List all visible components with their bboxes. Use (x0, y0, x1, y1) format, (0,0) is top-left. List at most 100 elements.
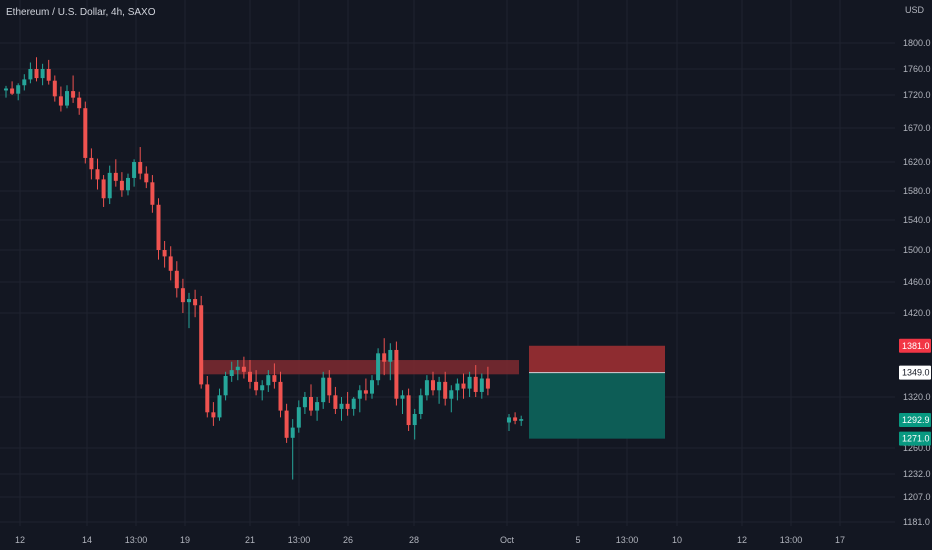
y-tick-label: 1500.0 (903, 245, 931, 255)
candle-body (4, 88, 8, 91)
candle (113, 159, 118, 187)
candle-body (248, 371, 252, 382)
candle (296, 400, 301, 433)
candle (382, 338, 387, 376)
x-tick-label: 10 (672, 535, 682, 545)
candle-body (113, 172, 118, 181)
candle (327, 370, 332, 403)
candle (254, 370, 259, 396)
candle (205, 376, 210, 418)
candle-body (22, 79, 27, 86)
price-axis[interactable]: USD 1800.0 1760.0 1720.0 1670.0 1620.0 1580.0 1… (903, 5, 931, 527)
candle (193, 289, 198, 318)
candle-body (290, 427, 295, 438)
candle-body (376, 353, 381, 381)
candle-body (431, 380, 435, 391)
candle (278, 371, 283, 418)
y-tick-label: 1232.0 (903, 469, 931, 479)
currency-label: USD (905, 5, 925, 15)
x-tick-label: 19 (180, 535, 190, 545)
candle-body (180, 288, 185, 303)
candle-body (339, 403, 344, 409)
candle-body (260, 385, 265, 391)
price-tag: 1349.0 (899, 365, 931, 380)
candle-body (95, 169, 100, 180)
candle-body (382, 353, 387, 362)
candle-body (467, 376, 472, 389)
price-tag-bg (899, 365, 931, 380)
candle (132, 159, 137, 187)
candle-body (437, 381, 442, 391)
candle-body (479, 378, 484, 392)
candle (302, 391, 307, 414)
candle-body (388, 349, 393, 362)
candle (10, 81, 15, 95)
candle (180, 278, 185, 313)
y-tick-label: 1181.0 (903, 517, 930, 527)
y-tick-label: 1580.0 (903, 186, 931, 196)
y-tick-label: 1260.0 (903, 443, 931, 453)
candle (229, 361, 234, 382)
stop-loss-zone[interactable] (529, 345, 665, 373)
candle-body (132, 162, 137, 178)
candle-body (40, 69, 45, 79)
candle-body (107, 172, 112, 199)
candle-body (400, 395, 405, 399)
take-profit-zone[interactable] (529, 372, 665, 439)
candle-body (357, 390, 362, 399)
price-tag-label: 1381.0 (902, 341, 930, 351)
y-tick-label: 1540.0 (903, 215, 931, 225)
candle (77, 91, 82, 115)
candle-body (315, 402, 320, 411)
x-tick-label: Oct (500, 535, 515, 545)
candle-body (461, 383, 466, 389)
candle (235, 360, 240, 381)
candle (168, 246, 173, 281)
y-tick-label: 1760.0 (903, 64, 931, 74)
candle (272, 363, 277, 389)
candle-body (217, 395, 222, 418)
candle (174, 261, 179, 298)
candle (65, 85, 69, 109)
candle (519, 415, 524, 426)
candle (34, 57, 39, 82)
time-axis[interactable]: 12 14 13:00 19 21 13:00 26 28 Oct 5 13:00 10 12 13:00… (15, 535, 845, 545)
position-tool[interactable] (529, 345, 665, 439)
candle-body (309, 397, 313, 411)
price-tags: 1381.0 1349.0 1292.9 1271.0 (899, 338, 931, 446)
candle-body (455, 383, 460, 391)
candle-body (65, 91, 69, 106)
x-tick-label: 13:00 (125, 535, 148, 545)
candle (424, 375, 429, 401)
candle-body (394, 349, 399, 399)
candle-body (241, 366, 246, 372)
x-tick-label: 5 (575, 535, 580, 545)
candle (58, 86, 63, 112)
candle (315, 397, 320, 421)
candle (199, 295, 204, 389)
candle (46, 59, 51, 85)
candle (266, 370, 271, 392)
candle-body (418, 395, 423, 414)
price-tag: 1381.0 (899, 338, 931, 353)
candle-body (16, 85, 21, 94)
candle-body (34, 69, 39, 79)
candles (4, 57, 524, 480)
candle (107, 165, 112, 205)
y-tick-label: 1800.0 (903, 38, 931, 48)
candle-body (168, 256, 173, 271)
x-tick-label: 13:00 (780, 535, 803, 545)
candle-body (272, 375, 277, 382)
x-tick-label: 28 (409, 535, 419, 545)
y-tick-label: 1670.0 (903, 123, 931, 133)
x-tick-label: 13:00 (288, 535, 311, 545)
candle-body (89, 157, 94, 170)
candle-body (321, 377, 326, 403)
candle-body (327, 377, 332, 396)
candle (333, 386, 338, 414)
candle-body (519, 419, 524, 421)
candle-body (174, 270, 179, 289)
y-tick-label: 1620.0 (903, 157, 931, 167)
